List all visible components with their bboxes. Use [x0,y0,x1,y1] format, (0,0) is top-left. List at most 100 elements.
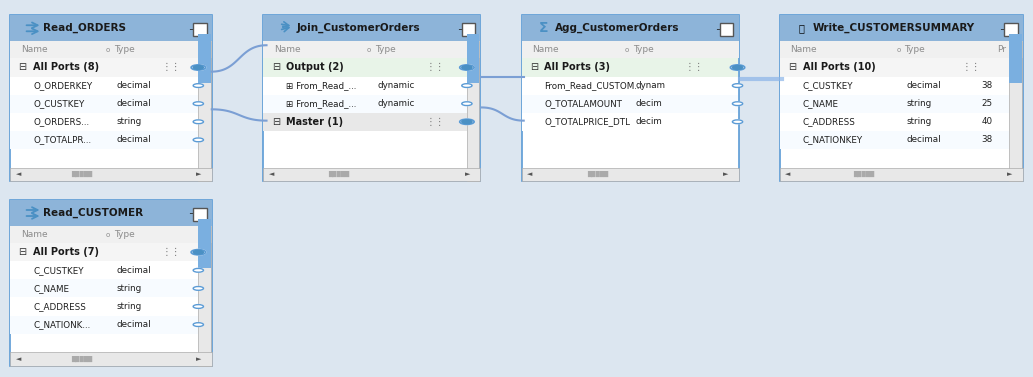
Text: Type: Type [375,46,396,54]
Text: Type: Type [905,46,926,54]
FancyBboxPatch shape [1009,34,1022,83]
FancyBboxPatch shape [1009,41,1022,181]
FancyBboxPatch shape [522,95,738,113]
FancyBboxPatch shape [10,131,198,149]
FancyBboxPatch shape [10,15,212,41]
Text: All Ports (7): All Ports (7) [33,247,99,257]
Text: ─: ─ [189,24,194,33]
Text: ⋮⋮: ⋮⋮ [161,247,181,257]
Text: Agg_CustomerOrders: Agg_CustomerOrders [555,23,680,34]
FancyBboxPatch shape [193,208,207,221]
Text: string: string [116,284,142,293]
Text: decim: decim [635,117,662,126]
Text: Write_CUSTOMERSUMMARY: Write_CUSTOMERSUMMARY [813,23,975,34]
Text: decimal: decimal [907,135,941,144]
Text: C_CUSTKEY: C_CUSTKEY [803,81,853,90]
Text: 🗑: 🗑 [799,23,805,33]
FancyBboxPatch shape [780,15,1023,181]
FancyBboxPatch shape [198,219,211,268]
FancyBboxPatch shape [780,113,1009,131]
FancyBboxPatch shape [720,23,733,36]
FancyBboxPatch shape [780,95,1009,113]
Text: string: string [116,302,142,311]
Text: ►: ► [1007,172,1012,177]
Text: █████: █████ [70,171,92,178]
Text: Type: Type [114,46,135,54]
Text: O_TOTALPR...: O_TOTALPR... [33,135,91,144]
Text: decimal: decimal [116,266,151,275]
FancyBboxPatch shape [10,226,212,243]
Text: Read_CUSTOMER: Read_CUSTOMER [43,208,144,218]
Text: All Ports (3): All Ports (3) [544,63,611,72]
Text: Master (1): Master (1) [286,117,343,127]
Text: █████: █████ [587,171,608,178]
Text: ⊟: ⊟ [19,247,27,257]
FancyBboxPatch shape [10,352,212,366]
Text: Output (2): Output (2) [286,63,344,72]
FancyBboxPatch shape [522,77,738,95]
FancyBboxPatch shape [198,34,211,83]
Text: ⋮⋮: ⋮⋮ [426,63,445,72]
Circle shape [193,102,204,106]
Text: C_NATIONK...: C_NATIONK... [33,320,90,329]
FancyBboxPatch shape [780,15,1023,41]
Text: C_ADDRESS: C_ADDRESS [803,117,855,126]
Text: ⊞ From_Read_...: ⊞ From_Read_... [286,81,356,90]
Text: 38: 38 [981,81,993,90]
FancyBboxPatch shape [522,58,738,77]
Circle shape [193,84,204,87]
Text: ◄: ◄ [269,172,274,177]
FancyBboxPatch shape [467,41,479,181]
Text: o: o [367,47,371,53]
FancyBboxPatch shape [780,77,1009,95]
FancyBboxPatch shape [10,279,198,297]
Circle shape [193,268,204,272]
Text: o: o [897,47,901,53]
FancyBboxPatch shape [263,168,480,181]
Text: decimal: decimal [907,81,941,90]
Text: Name: Name [532,46,559,54]
Text: ─: ─ [1000,24,1005,33]
Text: Name: Name [21,230,48,239]
FancyBboxPatch shape [10,15,212,181]
Text: decim: decim [635,99,662,108]
Text: Type: Type [114,230,135,239]
FancyBboxPatch shape [462,23,475,36]
Text: Name: Name [21,46,48,54]
Circle shape [732,66,743,69]
Text: C_CUSTKEY: C_CUSTKEY [33,266,84,275]
FancyBboxPatch shape [780,168,1023,181]
Text: decimal: decimal [116,135,151,144]
FancyBboxPatch shape [522,15,739,181]
FancyBboxPatch shape [10,200,212,366]
Circle shape [193,323,204,326]
Text: C_ADDRESS: C_ADDRESS [33,302,86,311]
Circle shape [732,102,743,106]
FancyBboxPatch shape [10,243,198,261]
Text: dynamic: dynamic [377,81,414,90]
Circle shape [460,65,474,70]
Text: O_TOTALPRICE_DTL: O_TOTALPRICE_DTL [544,117,630,126]
Text: ⊟: ⊟ [19,63,27,72]
FancyBboxPatch shape [780,58,1009,77]
Text: ►: ► [196,172,201,177]
Text: C_NAME: C_NAME [33,284,69,293]
Circle shape [730,65,745,70]
Text: ⋮⋮: ⋮⋮ [161,63,181,72]
Text: dynamic: dynamic [377,99,414,108]
Text: decimal: decimal [116,320,151,329]
Text: ⊟: ⊟ [272,117,280,127]
Text: ⊟: ⊟ [530,63,538,72]
Text: Type: Type [633,46,654,54]
FancyBboxPatch shape [10,200,212,226]
Text: string: string [907,99,932,108]
FancyBboxPatch shape [522,113,738,131]
Text: Read_ORDERS: Read_ORDERS [43,23,126,34]
FancyBboxPatch shape [10,58,198,77]
Circle shape [193,66,204,69]
Text: o: o [625,47,629,53]
Text: ►: ► [465,172,470,177]
Text: o: o [105,232,111,238]
Circle shape [191,65,206,70]
FancyBboxPatch shape [263,15,480,41]
